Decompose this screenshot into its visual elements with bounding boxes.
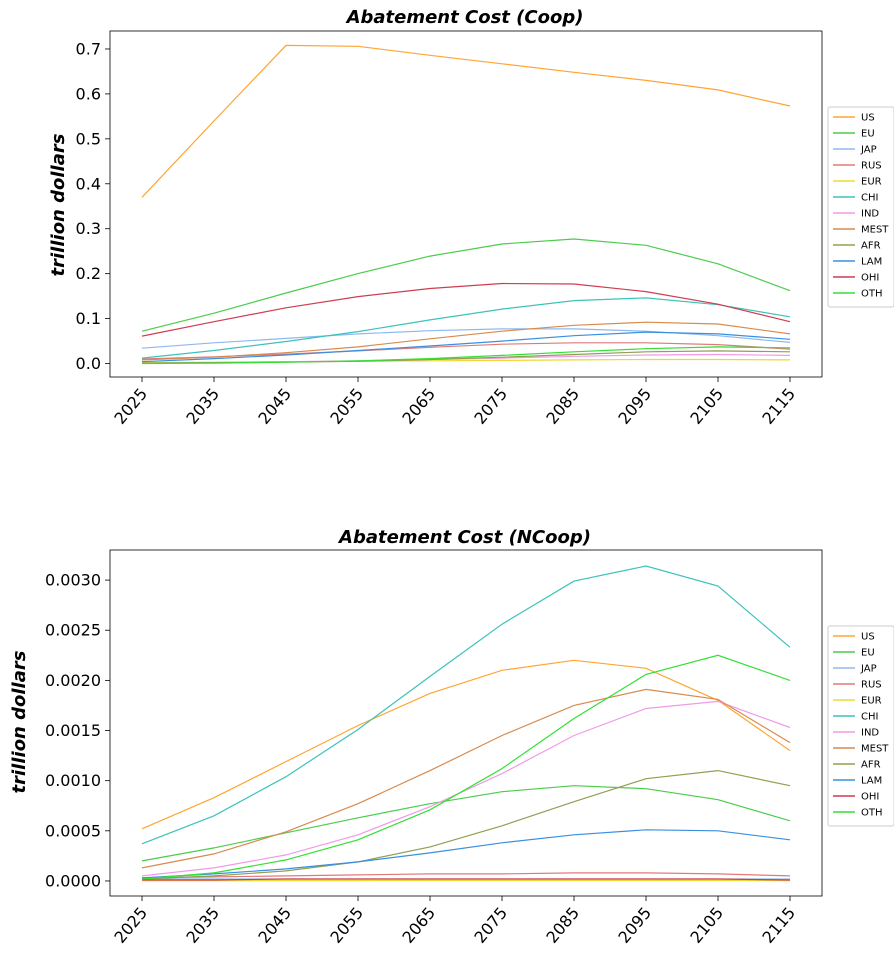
chart-coop: Abatement Cost (Coop) trillion dollars 0… <box>48 7 894 428</box>
y-tick-label: 0.0015 <box>45 721 101 740</box>
y-tick-label: 0.0000 <box>45 871 101 890</box>
y-axis-label: trillion dollars <box>9 650 30 793</box>
x-tick-label: 2055 <box>326 903 367 946</box>
x-tick-label: 2115 <box>758 903 799 946</box>
y-tick-label: 0.0010 <box>45 771 101 790</box>
y-tick-label: 0.2 <box>76 264 101 283</box>
legend-box <box>827 625 894 827</box>
x-tick-label: 2105 <box>686 903 727 946</box>
legend: US EU JAP RUS EUR CHI IND MEST AFR LAM OHI OTH <box>827 625 894 827</box>
x-tick-label: 2045 <box>254 903 295 946</box>
series-line-us <box>141 659 791 830</box>
y-axis-label: trillion dollars <box>48 133 69 276</box>
series-line-mest <box>141 688 791 869</box>
series-line-lam <box>141 829 791 879</box>
legend-label-mest: MEST <box>861 225 889 236</box>
x-tick-label: 2085 <box>542 903 583 946</box>
y-tick-label: 0.3 <box>76 219 101 238</box>
plot-frame <box>109 549 823 897</box>
x-tick-label: 2075 <box>470 384 511 427</box>
series-line-ind <box>141 700 791 877</box>
legend-label-chi: CHI <box>861 193 878 204</box>
series-line-chi <box>141 565 791 845</box>
legend-label-jap: JAP <box>860 145 877 156</box>
x-tick-label: 2045 <box>254 384 295 427</box>
legend-label-afr: AFR <box>861 241 881 252</box>
y-tick-label: 0.5 <box>76 129 101 148</box>
legend-label-ind: IND <box>861 209 879 220</box>
y-tick-label: 0.0030 <box>45 571 101 590</box>
series-line-rus <box>141 872 791 879</box>
legend-label-us: US <box>861 113 875 124</box>
y-tick-label: 0.1 <box>76 309 101 328</box>
legend-label-eur: EUR <box>861 696 882 707</box>
x-tick-label: 2035 <box>182 384 223 427</box>
x-tick-label: 2035 <box>182 903 223 946</box>
legend-box <box>827 106 894 308</box>
y-tick-label: 0.7 <box>76 39 101 58</box>
series-line-afr <box>141 769 791 880</box>
series-line-chi <box>141 297 791 359</box>
y-tick-label: 0.6 <box>76 84 101 103</box>
legend-label-oth: OTH <box>861 289 883 300</box>
series-line-eu <box>141 785 791 862</box>
legend-label-eu: EU <box>861 129 875 140</box>
plot-frame <box>109 30 823 378</box>
legend-label-lam: LAM <box>861 257 882 268</box>
x-tick-label: 2075 <box>470 903 511 946</box>
x-tick-label: 2105 <box>686 384 727 427</box>
legend: US EU JAP RUS EUR CHI IND MEST AFR LAM OHI OTH <box>827 106 894 308</box>
legend-label-ohi: OHI <box>861 273 879 284</box>
legend-label-chi: CHI <box>861 712 878 723</box>
x-tick-label: 2095 <box>614 903 655 946</box>
legend-label-rus: RUS <box>861 161 882 172</box>
y-tick-label: 0.0 <box>76 354 101 373</box>
x-tick-label: 2065 <box>398 384 439 427</box>
y-tick-label: 0.0020 <box>45 671 101 690</box>
series-line-ohi <box>141 282 791 337</box>
legend-label-rus: RUS <box>861 680 882 691</box>
series-line-oth <box>141 346 791 365</box>
legend-label-oth: OTH <box>861 808 883 819</box>
legend-label-ohi: OHI <box>861 792 879 803</box>
x-tick-label: 2055 <box>326 384 367 427</box>
y-tick-label: 0.0025 <box>45 621 101 640</box>
x-tick-label: 2115 <box>758 384 799 427</box>
legend-label-eur: EUR <box>861 177 882 188</box>
x-tick-label: 2065 <box>398 903 439 946</box>
y-tick-label: 0.4 <box>76 174 101 193</box>
legend-label-ind: IND <box>861 728 879 739</box>
series-line-oth <box>141 654 791 880</box>
x-tick-label: 2085 <box>542 384 583 427</box>
series-line-lam <box>141 331 791 363</box>
chart-title: Abatement Cost (NCoop) <box>337 527 591 548</box>
x-tick-label: 2095 <box>614 384 655 427</box>
legend-label-jap: JAP <box>860 664 877 675</box>
series-line-mest <box>141 321 791 361</box>
x-tick-label: 2025 <box>110 384 151 427</box>
legend-label-afr: AFR <box>861 760 881 771</box>
legend-label-lam: LAM <box>861 776 882 787</box>
x-tick-label: 2025 <box>110 903 151 946</box>
chart-ncoop: Abatement Cost (NCoop) trillion dollars … <box>9 527 894 947</box>
legend-label-mest: MEST <box>861 744 889 755</box>
chart-title: Abatement Cost (Coop) <box>345 7 584 28</box>
y-tick-label: 0.0005 <box>45 821 101 840</box>
legend-label-eu: EU <box>861 648 875 659</box>
series-line-eu <box>141 238 791 332</box>
series-line-us <box>141 44 791 198</box>
legend-label-us: US <box>861 632 875 643</box>
series-line-ohi <box>142 878 791 881</box>
